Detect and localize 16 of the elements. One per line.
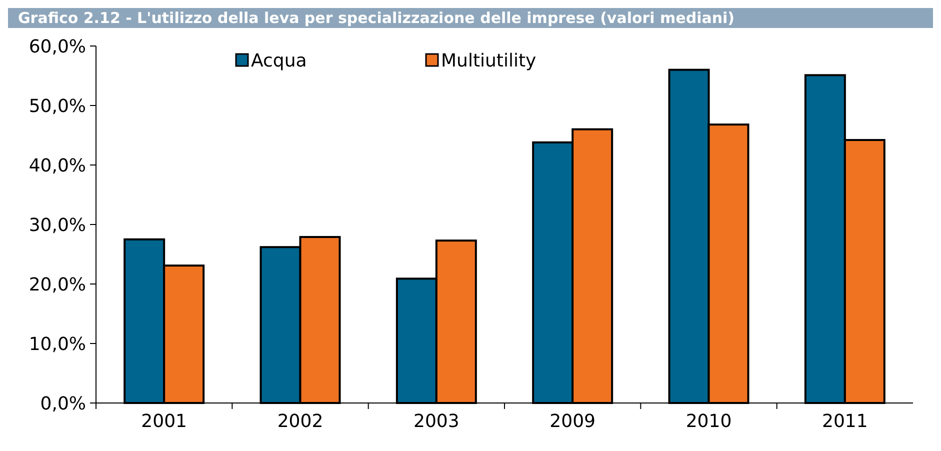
y-tick-label: 0,0% xyxy=(40,393,86,414)
x-tick-label: 2009 xyxy=(550,411,596,432)
legend-label: Multiutility xyxy=(441,50,537,72)
chart-title: Grafico 2.12 - L'utilizzo della leva per specializzazione delle imprese (valori mediani) xyxy=(18,9,735,27)
y-tick-label: 30,0% xyxy=(28,214,86,236)
x-tick-label: 2002 xyxy=(277,411,324,432)
y-tick-label: 20,0% xyxy=(28,274,86,296)
y-tick-label: 60,0% xyxy=(28,36,86,58)
x-tick-label: 2003 xyxy=(414,411,460,432)
y-tick-label: 50,0% xyxy=(28,96,86,117)
x-tick-label: 2010 xyxy=(686,411,732,432)
x-tick-label: 2001 xyxy=(141,411,187,432)
y-tick-label: 10,0% xyxy=(28,334,86,355)
y-tick-label: 40,0% xyxy=(28,155,86,176)
legend-label: Acqua xyxy=(251,50,307,72)
x-tick-label: 2011 xyxy=(822,411,868,432)
